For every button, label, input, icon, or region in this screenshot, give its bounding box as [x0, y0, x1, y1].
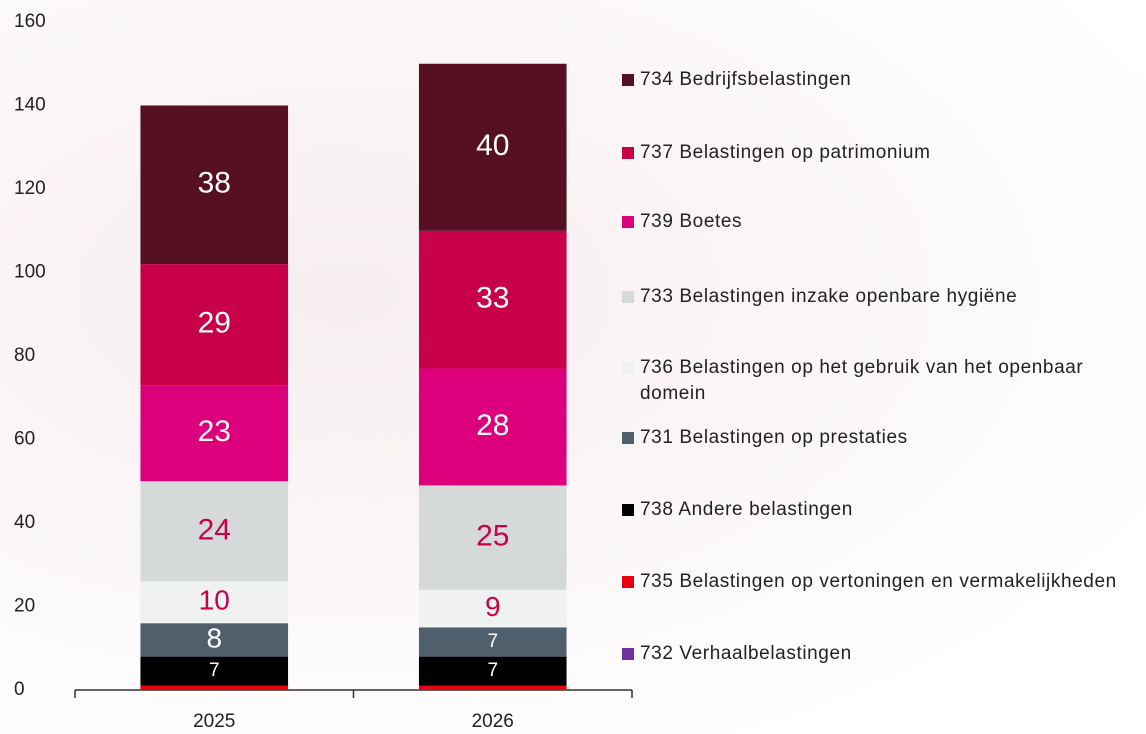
- legend-label: 738 Andere belastingen: [640, 499, 853, 520]
- legend-item: 733 Belastingen inzake openbare hygiëne: [622, 284, 1127, 310]
- bar-segment: [418, 627, 567, 657]
- legend-label: 739 Boetes: [640, 211, 743, 232]
- bar-segment: [140, 581, 289, 624]
- y-tick-label: 140: [14, 95, 46, 116]
- legend-swatch: [622, 216, 634, 228]
- legend-label: 736 Belastingen op het gebruik van het o…: [640, 357, 1084, 404]
- bar-segment: [418, 685, 567, 690]
- data-label: 7: [487, 631, 498, 652]
- bar-segment: [140, 623, 289, 657]
- bar-segment: [418, 63, 567, 231]
- legend-swatch: [622, 74, 634, 86]
- data-label: 25: [476, 520, 509, 553]
- y-tick-label: 0: [14, 679, 25, 700]
- bar-segment: [140, 385, 289, 482]
- bar-segment: [140, 264, 289, 386]
- data-label: 10: [199, 585, 230, 616]
- legend-item: 735 Belastingen op vertoningen en vermak…: [622, 569, 1127, 595]
- data-label: 7: [209, 660, 220, 681]
- bar-segment: [418, 485, 567, 590]
- legend-label: 733 Belastingen inzake openbare hygiëne: [640, 286, 1018, 307]
- bar-segment: [418, 656, 567, 686]
- data-label: 23: [198, 415, 231, 448]
- legend-swatch: [622, 648, 634, 660]
- data-label: 8: [206, 622, 222, 653]
- legend-label: 732 Verhaalbelastingen: [640, 643, 852, 664]
- y-tick-label: 120: [14, 178, 46, 199]
- legend-swatch: [622, 576, 634, 588]
- x-tick-label: 2026: [472, 711, 514, 732]
- data-label: 9: [485, 591, 501, 622]
- legend-label: 737 Belastingen op patrimonium: [640, 142, 931, 163]
- legend-swatch: [622, 504, 634, 516]
- legend-swatch: [622, 291, 634, 303]
- bar-segment: [418, 230, 567, 369]
- legend-swatch: [622, 362, 634, 374]
- bar-segment: [418, 368, 567, 486]
- legend-item: 738 Andere belastingen: [622, 497, 1127, 523]
- y-tick-label: 100: [14, 262, 46, 283]
- legend-item: 737 Belastingen op patrimonium: [622, 140, 1127, 166]
- bar-segment: [140, 481, 289, 582]
- data-label: 38: [198, 167, 231, 200]
- legend-item: 731 Belastingen op prestaties: [622, 425, 1127, 451]
- y-tick-label: 40: [14, 512, 35, 533]
- bar-segment: [140, 685, 289, 690]
- legend-item: 739 Boetes: [622, 209, 1127, 235]
- legend-item: 736 Belastingen op het gebruik van het o…: [622, 355, 1127, 407]
- legend-label: 734 Bedrijfsbelastingen: [640, 69, 852, 90]
- data-label: 28: [476, 409, 509, 442]
- data-label: 33: [476, 282, 509, 315]
- legend-item: 734 Bedrijfsbelastingen: [622, 67, 1127, 93]
- bar-segment: [140, 105, 289, 265]
- y-tick-label: 80: [14, 345, 35, 366]
- y-tick-label: 60: [14, 429, 35, 450]
- legend-label: 731 Belastingen op prestaties: [640, 427, 908, 448]
- data-label: 40: [476, 129, 509, 162]
- bar-segment: [418, 589, 567, 628]
- y-tick-label: 20: [14, 596, 35, 617]
- data-label: 7: [487, 660, 498, 681]
- legend-item: 732 Verhaalbelastingen: [622, 641, 1127, 667]
- legend-swatch: [622, 432, 634, 444]
- x-tick-label: 2025: [193, 711, 235, 732]
- y-tick-label: 160: [14, 11, 46, 32]
- legend-swatch: [622, 147, 634, 159]
- legend-label: 735 Belastingen op vertoningen en vermak…: [640, 571, 1117, 592]
- data-label: 29: [198, 307, 231, 340]
- data-label: 24: [198, 513, 231, 546]
- bar-segment: [140, 656, 289, 686]
